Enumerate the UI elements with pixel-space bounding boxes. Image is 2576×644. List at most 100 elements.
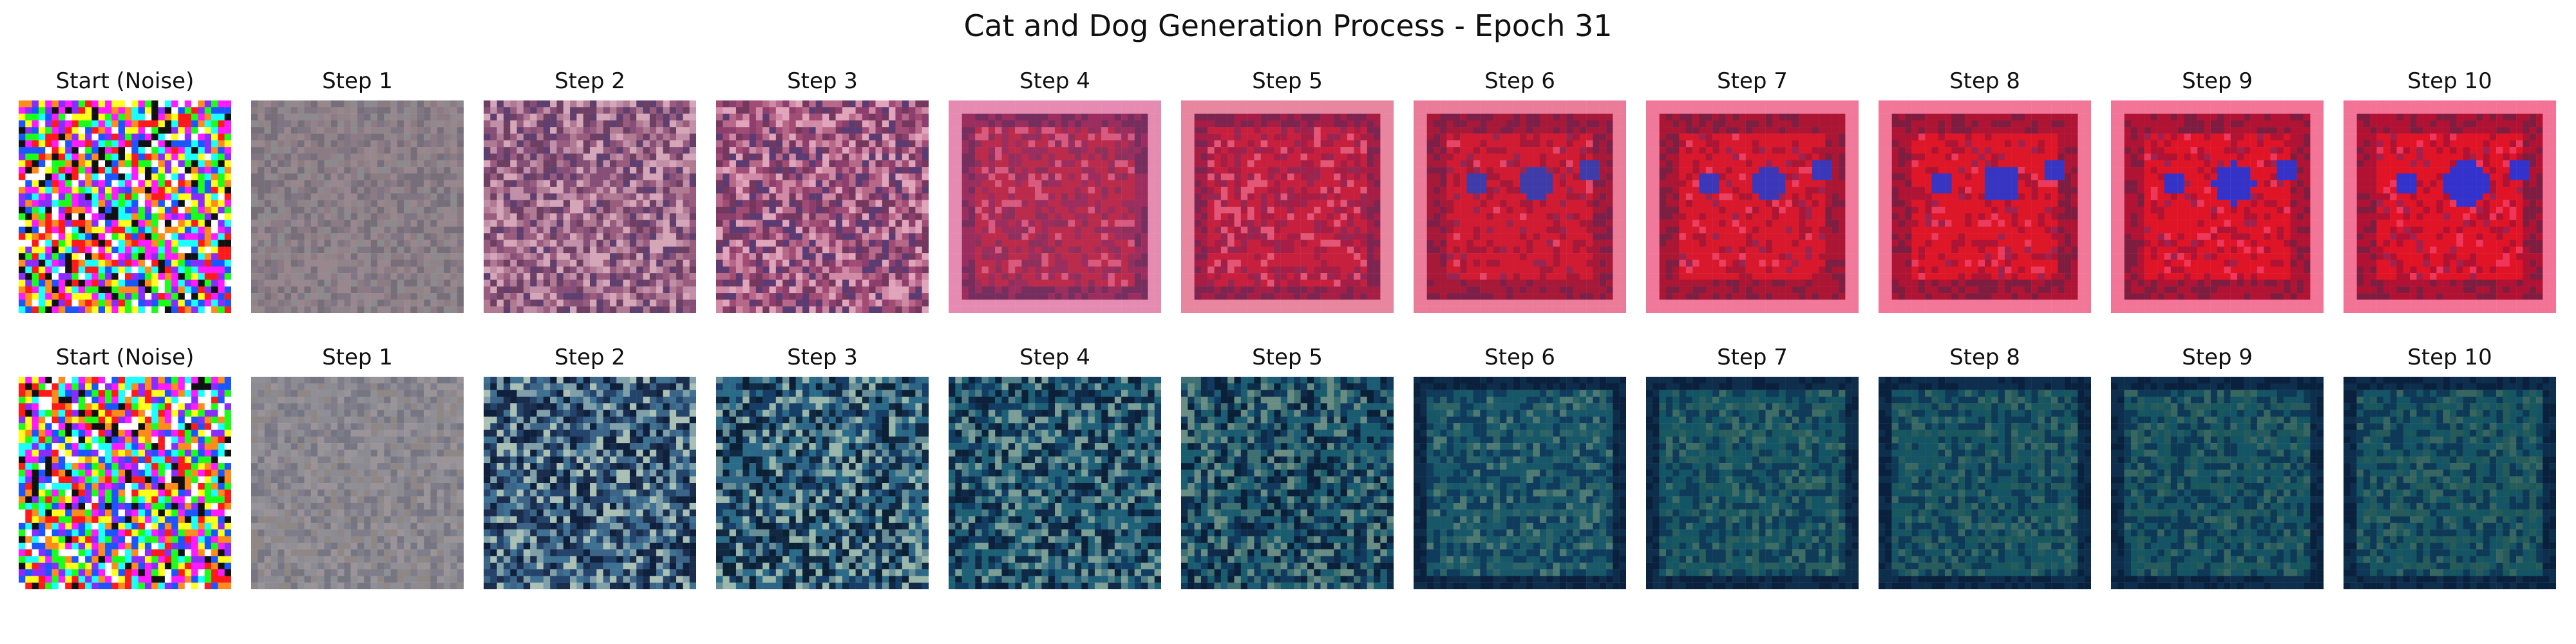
image-pixel	[563, 220, 571, 227]
image-pixel	[583, 233, 591, 240]
image-pixel	[317, 193, 325, 200]
image-pixel	[164, 140, 172, 147]
image-pixel	[556, 167, 564, 174]
image-pixel	[1141, 167, 1148, 174]
image-pixel	[510, 220, 517, 227]
image-pixel	[38, 113, 46, 121]
image-pixel	[563, 100, 571, 108]
image-pixel	[138, 293, 146, 300]
image-pixel	[563, 127, 571, 134]
image-pixel	[822, 193, 829, 200]
image-pixel	[629, 279, 637, 287]
image-pixel	[171, 273, 178, 280]
image-pixel	[184, 160, 192, 167]
image-pixel	[158, 113, 166, 121]
image-pixel	[949, 180, 956, 187]
image-pixel	[158, 240, 166, 247]
image-pixel	[656, 240, 663, 247]
image-pixel	[769, 140, 777, 147]
image-pixel	[1121, 193, 1128, 200]
image-pixel	[570, 107, 577, 114]
image-pixel	[536, 213, 544, 220]
image-pixel	[131, 306, 138, 313]
image-pixel	[1154, 220, 1161, 227]
image-pixel	[410, 286, 418, 294]
image-pixel	[842, 260, 849, 267]
image-pixel	[105, 226, 112, 234]
image-pixel	[178, 253, 185, 260]
image-pixel	[789, 127, 796, 134]
image-pixel	[91, 266, 99, 274]
image-pixel	[623, 100, 630, 108]
image-pixel	[264, 253, 272, 260]
image-pixel	[377, 306, 384, 313]
image-pixel	[85, 127, 92, 134]
image-pixel	[497, 286, 504, 294]
image-pixel	[755, 173, 763, 180]
image-pixel	[198, 133, 205, 141]
image-pixel	[1074, 180, 1082, 187]
image-pixel	[258, 107, 265, 114]
image-pixel	[337, 140, 345, 147]
image-pixel	[975, 147, 982, 154]
image-pixel	[915, 147, 922, 154]
image-pixel	[550, 133, 557, 141]
image-pixel	[330, 187, 338, 194]
image-pixel	[769, 127, 777, 134]
image-pixel	[264, 299, 272, 307]
image-pixel	[284, 160, 292, 167]
image-pixel	[270, 293, 278, 300]
image-pixel	[171, 200, 178, 207]
image-pixel	[550, 180, 557, 187]
image-pixel	[65, 147, 72, 154]
image-pixel	[350, 147, 358, 154]
image-pixel	[444, 167, 451, 174]
image-pixel	[204, 193, 212, 200]
image-pixel	[198, 246, 205, 254]
image-pixel	[224, 240, 231, 247]
image-pixel	[762, 286, 770, 294]
image-pixel	[1114, 153, 1122, 161]
image-pixel	[961, 127, 969, 134]
image-pixel	[822, 107, 829, 114]
image-pixel	[516, 160, 524, 167]
image-pixel	[1048, 133, 1056, 141]
image-pixel	[510, 153, 517, 161]
image-pixel	[669, 233, 677, 240]
image-pixel	[324, 167, 331, 174]
image-pixel	[882, 187, 889, 194]
image-pixel	[490, 200, 497, 207]
image-pixel	[1041, 153, 1048, 161]
image-pixel	[762, 220, 770, 227]
image-pixel	[364, 187, 371, 194]
image-pixel	[344, 233, 351, 240]
image-pixel	[842, 207, 849, 214]
image-pixel	[430, 226, 437, 234]
image-pixel	[164, 266, 172, 274]
image-pixel	[330, 273, 338, 280]
image-pixel	[397, 180, 404, 187]
image-pixel	[683, 167, 690, 174]
image-pixel	[536, 193, 544, 200]
image-pixel	[52, 207, 59, 214]
image-pixel	[1061, 193, 1068, 200]
image-pixel	[404, 246, 411, 254]
image-pixel	[629, 173, 637, 180]
image-pixel	[258, 226, 265, 234]
image-pixel	[789, 273, 796, 280]
image-pixel	[1074, 107, 1082, 114]
image-pixel	[902, 260, 909, 267]
image-pixel	[716, 200, 723, 207]
image-pixel	[284, 266, 292, 274]
image-pixel	[723, 147, 730, 154]
image-pixel	[330, 286, 338, 294]
image-pixel	[158, 133, 166, 141]
image-pixel	[204, 246, 212, 254]
image-pixel	[171, 213, 178, 220]
image-pixel	[178, 173, 185, 180]
image-pixel	[1154, 140, 1161, 147]
image-pixel	[290, 299, 298, 307]
image-pixel	[437, 266, 444, 274]
image-pixel	[404, 253, 411, 260]
image-pixel	[1128, 246, 1135, 254]
